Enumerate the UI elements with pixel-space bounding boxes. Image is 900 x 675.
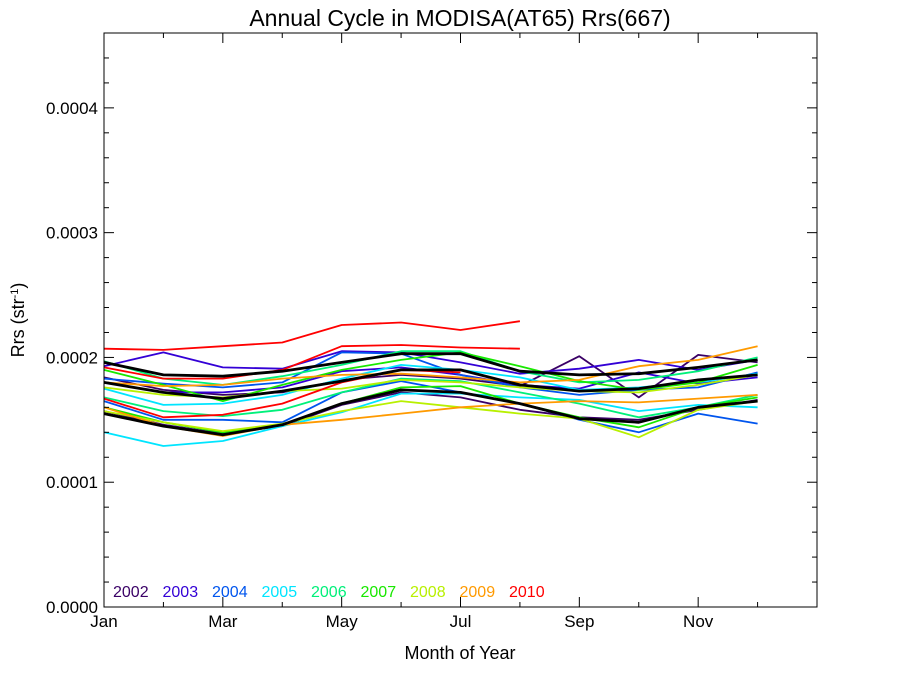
series-line-2010-2 [103,344,520,380]
x-tick-label: Mar [208,612,238,631]
x-axis: Jan Mar May Jul Sep Nov [90,33,818,631]
x-tick-label: Jan [90,612,117,631]
series-line-2008-2 [103,400,758,439]
y-tick-label: 0.0001 [46,473,98,492]
legend-item-2004: 2004 [212,584,248,601]
x-tick-label: Nov [683,612,714,631]
legend-item-2010: 2010 [509,584,545,601]
y-axis-label-main: Rrs (str [8,298,28,357]
y-tick-label: 0.0002 [46,348,98,367]
legend-item-2007: 2007 [361,584,397,601]
legend-item-2006: 2006 [311,584,347,601]
series-line-2010-1 [103,320,521,351]
series-line-2009-2 [103,345,758,388]
series-line-2003-1 [103,350,758,375]
climatology-line-1 [103,352,758,378]
climatology-line-2 [103,368,758,401]
legend-item-2003: 2003 [163,584,199,601]
chart-title: Annual Cycle in MODISA(AT65) Rrs(667) [249,5,670,31]
y-tick-label: 0.0003 [46,224,98,243]
series-line-2007-2 [103,385,758,434]
series-line-2006-1 [103,350,758,386]
climatology-line-3 [103,388,758,437]
x-tick-label: May [326,612,359,631]
legend-item-2005: 2005 [262,584,298,601]
legend: 2002 2003 2004 2005 2006 2007 2008 2009 2010 [113,584,545,601]
y-axis-label-superscript: -1 [9,289,21,299]
x-axis-label: Month of Year [404,643,515,663]
x-tick-label: Sep [564,612,594,631]
y-axis-label-close: ) [8,283,28,289]
legend-item-2002: 2002 [113,584,149,601]
y-axis: 0.0000 0.0001 0.0002 0.0003 0.0004 [46,57,817,617]
series-line-2005-1 [103,392,758,447]
x-tick-label: Jul [450,612,472,631]
y-axis-label: Rrs (str-1) [8,283,28,358]
y-tick-label: 0.0004 [46,99,98,118]
plot-lines [103,320,758,447]
legend-item-2009: 2009 [460,584,496,601]
legend-item-2008: 2008 [410,584,446,601]
y-tick-label: 0.0000 [46,598,98,617]
